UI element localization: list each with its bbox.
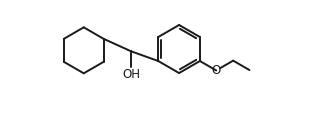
Text: O: O	[211, 64, 221, 77]
Text: OH: OH	[122, 69, 140, 81]
